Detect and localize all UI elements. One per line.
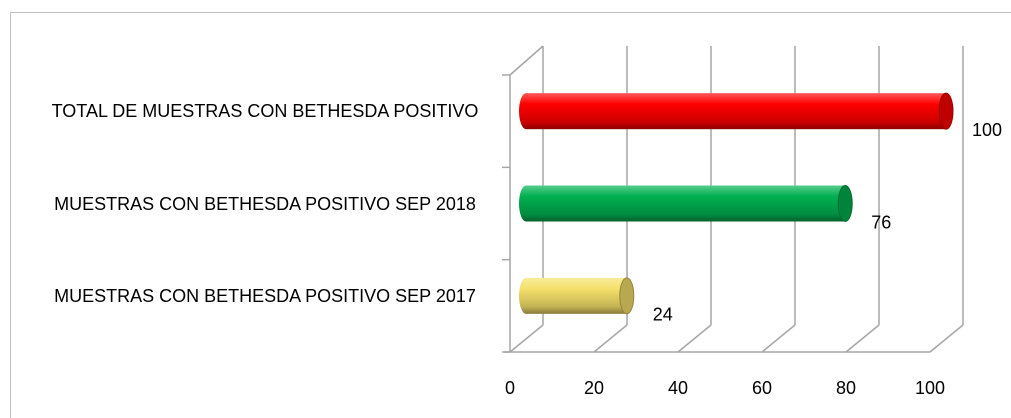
x-tick-label: 0 [505,378,515,398]
chart-border [10,12,1011,418]
x-tick-label: 80 [836,378,856,398]
y-axis-top [509,45,544,76]
y-tick-label: TOTAL DE MUESTRAS CON BETHESDA POSITIVO [51,101,479,122]
value-label: 76 [871,212,891,232]
x-tick-label: 20 [584,378,604,398]
value-label: 100 [972,120,1002,140]
floor-grid-line [761,324,796,353]
floor-grid-line [593,324,628,353]
x-tick-label: 60 [752,378,772,398]
value-label: 24 [653,305,673,325]
floor-grid-line [509,324,544,353]
x-tick-label: 40 [668,378,688,398]
x-tick-label: 100 [915,378,945,398]
bar [526,93,946,130]
y-tick-label: MUESTRAS CON BETHESDA POSITIVO SEP 2017 [54,285,476,306]
floor-grid-line [929,324,964,353]
bar-end-cap [837,185,853,222]
bar [526,185,846,222]
bar-end-cap [619,277,635,315]
bar-end-cap [938,92,954,130]
y-tick-label: MUESTRAS CON BETHESDA POSITIVO SEP 2018 [54,193,476,214]
bar [526,277,627,314]
floor-grid-line [677,324,712,353]
floor-grid-line [845,324,880,353]
